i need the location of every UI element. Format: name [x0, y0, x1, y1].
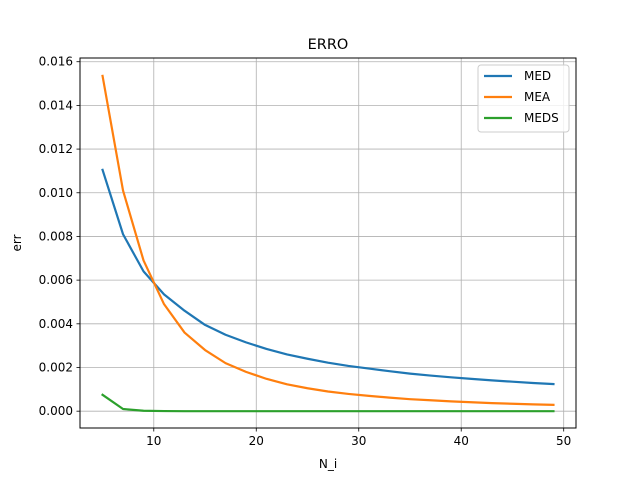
series-line-med: [101, 168, 555, 386]
legend-box: [477, 64, 570, 133]
y-tick-label: 0.010: [39, 186, 73, 200]
series-line-mea: [101, 74, 555, 406]
legend: MED MEA MEDS: [477, 64, 570, 133]
x-tick-label: 30: [351, 434, 366, 448]
legend-label-meds: MEDS: [524, 111, 559, 125]
y-tick-label: 0.000: [39, 404, 73, 418]
series-lines: [101, 74, 555, 413]
y-tick-label: 0.008: [39, 229, 73, 243]
series-line-meds: [101, 393, 555, 413]
grid: [80, 58, 576, 428]
x-tick-label: 20: [249, 434, 264, 448]
x-tick-label: 40: [454, 434, 469, 448]
y-tick-label: 0.016: [39, 55, 73, 69]
y-tick-label: 0.012: [39, 142, 73, 156]
x-tick-label: 10: [146, 434, 161, 448]
axis-ticks: 10 20 30 40 50 0.000 0.002 0.004 0.006 0.008 0.010…: [39, 55, 572, 448]
y-tick-label: 0.006: [39, 273, 73, 287]
x-tick-label: 50: [556, 434, 571, 448]
legend-label-med: MED: [524, 69, 551, 83]
legend-label-mea: MEA: [524, 90, 551, 104]
x-axis-label: N_i: [319, 457, 337, 471]
y-tick-label: 0.014: [39, 98, 73, 112]
y-tick-label: 0.002: [39, 360, 73, 374]
y-tick-label: 0.004: [39, 317, 73, 331]
chart-title: ERRO: [308, 37, 349, 53]
plot-frame: [79, 57, 577, 429]
y-axis-label: err: [10, 234, 24, 251]
